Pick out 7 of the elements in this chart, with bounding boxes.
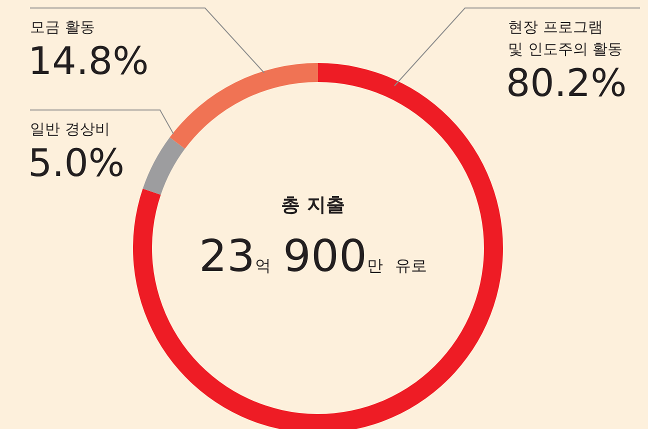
text: 총 지출	[281, 194, 345, 216]
data-label: 5.0%	[28, 141, 125, 185]
data-label: 14.8%	[28, 39, 149, 83]
slice-label: 모금 활동	[30, 18, 95, 36]
slice-label: 일반 경상비	[30, 120, 110, 138]
slice-label: 현장 프로그램 및 인도주의 활동	[508, 18, 623, 58]
data-label: 80.2%	[506, 61, 627, 105]
